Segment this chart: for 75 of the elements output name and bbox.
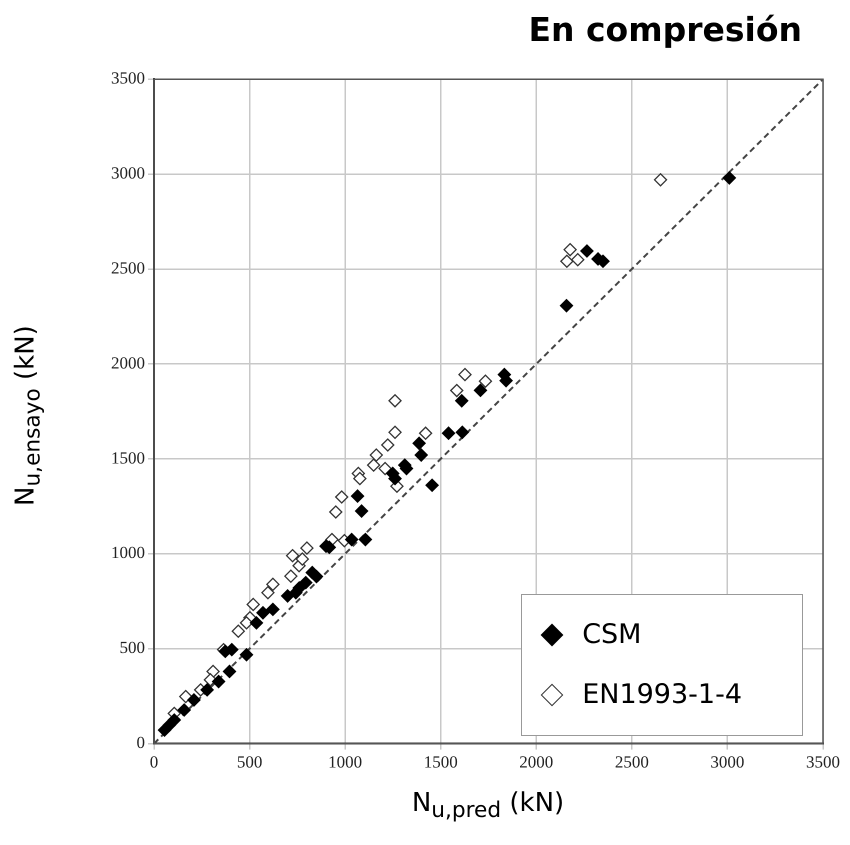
point — [425, 478, 439, 492]
point — [388, 394, 402, 408]
point — [654, 173, 668, 186]
point — [354, 504, 368, 518]
point — [284, 570, 298, 583]
point — [300, 541, 314, 555]
point — [246, 598, 260, 612]
x-axis-title: N$_{u,pred}$ (kN) — [410, 788, 566, 824]
point — [381, 438, 394, 452]
y-tick-label: 3500 — [111, 68, 145, 88]
point — [162, 718, 176, 732]
point — [266, 602, 280, 616]
point — [344, 532, 358, 546]
legend-label: EN1993-1-4 — [582, 679, 742, 710]
y-tick-label: 3000 — [111, 164, 145, 183]
x-tick-label: 3500 — [806, 752, 840, 772]
point — [256, 606, 270, 620]
x-tick-label: 2500 — [614, 752, 649, 772]
point — [212, 674, 226, 688]
point — [378, 462, 392, 476]
y-tick-label: 0 — [136, 733, 145, 752]
point — [179, 690, 192, 704]
point — [296, 552, 309, 566]
point — [310, 570, 324, 584]
point — [266, 578, 280, 591]
chart-title: En compresión — [528, 10, 802, 49]
point — [455, 394, 468, 408]
point — [240, 616, 254, 630]
point — [478, 374, 492, 388]
point — [560, 254, 574, 268]
point — [240, 648, 254, 662]
point — [450, 384, 464, 398]
x-tick-label: 0 — [150, 752, 158, 772]
point — [261, 586, 275, 600]
point — [299, 576, 312, 590]
x-tick-label: 500 — [236, 752, 262, 772]
point — [250, 616, 264, 630]
point — [571, 253, 584, 266]
point — [722, 171, 736, 185]
point — [418, 426, 432, 440]
point — [388, 426, 402, 439]
point — [366, 458, 380, 472]
point — [329, 505, 342, 519]
point — [286, 549, 300, 562]
y-tick-label: 1500 — [111, 448, 145, 468]
y-tick-label: 2500 — [111, 258, 145, 278]
point — [358, 532, 372, 546]
point — [335, 490, 348, 504]
y-tick-label: 2000 — [111, 353, 145, 372]
x-tick-label: 1000 — [328, 752, 362, 772]
point — [353, 472, 367, 486]
point — [222, 664, 236, 678]
point — [280, 589, 294, 603]
y-tick-label: 500 — [120, 638, 145, 658]
point — [563, 243, 577, 256]
legend-label: CSM — [582, 619, 642, 650]
point — [200, 683, 214, 697]
point — [458, 368, 472, 382]
point — [456, 426, 469, 439]
point — [206, 664, 220, 678]
point — [370, 448, 383, 462]
point — [232, 624, 245, 638]
point — [350, 489, 364, 503]
x-tick-label: 2000 — [519, 752, 554, 772]
point — [580, 244, 594, 258]
point — [414, 448, 428, 462]
point — [412, 436, 426, 450]
x-tick-label: 3000 — [710, 752, 744, 772]
point — [187, 693, 201, 707]
point — [474, 384, 488, 397]
point — [178, 703, 191, 717]
point — [560, 299, 574, 312]
x-tick-label: 1500 — [424, 752, 458, 772]
y-tick-label: 1000 — [111, 543, 145, 562]
point — [442, 426, 456, 440]
